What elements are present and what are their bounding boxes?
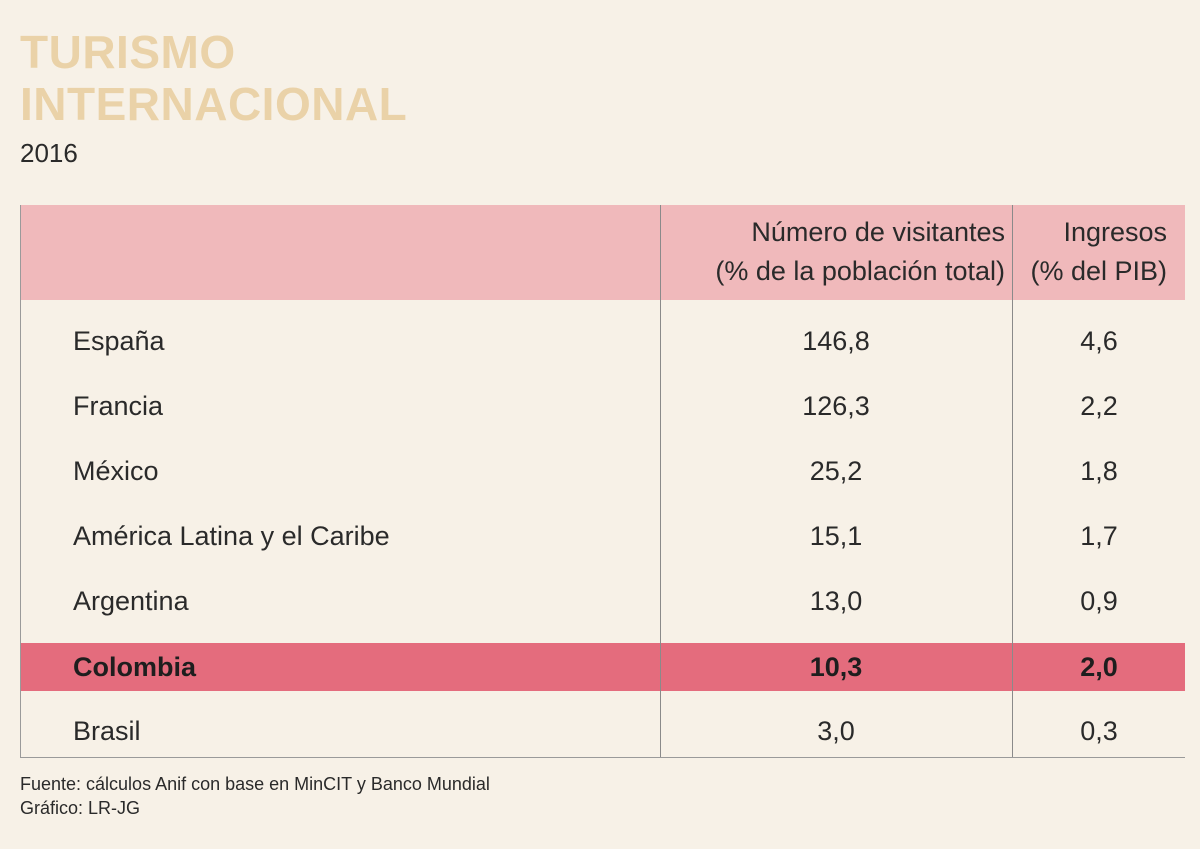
header-ingresos-title: Ingresos — [1063, 217, 1167, 247]
row-country: Brasil — [73, 715, 141, 746]
row-ingresos-value: 0,9 — [1080, 585, 1118, 616]
chart-title: TURISMO INTERNACIONAL — [20, 26, 407, 130]
row-visitantes-value: 25,2 — [809, 455, 863, 486]
title-line-1: TURISMO — [20, 26, 236, 78]
table-row: México 25,2 1,8 — [21, 445, 1185, 497]
row-country: México — [73, 455, 159, 486]
row-visitantes-value: 10,3 — [809, 651, 863, 682]
row-country: España — [73, 325, 165, 356]
row-ingresos-value: 1,8 — [1080, 455, 1118, 486]
table-row: América Latina y el Caribe 15,1 1,7 — [21, 510, 1185, 562]
table-header: Número de visitantes (% de la población … — [21, 205, 1185, 300]
header-ingresos: Ingresos (% del PIB) — [1017, 213, 1167, 291]
table-row: España 146,8 4,6 — [21, 315, 1185, 367]
row-visitantes-value: 3,0 — [817, 715, 855, 746]
row-country: América Latina y el Caribe — [73, 520, 390, 551]
column-divider-2 — [1012, 205, 1013, 757]
chart-subtitle: 2016 — [20, 138, 78, 168]
row-visitantes-value: 13,0 — [809, 585, 863, 616]
table-row: Francia 126,3 2,2 — [21, 380, 1185, 432]
data-table: Número de visitantes (% de la población … — [20, 205, 1185, 758]
table-row: Colombia 10,3 2,0 — [21, 643, 1185, 691]
source-line: Fuente: cálculos Anif con base en MinCIT… — [20, 774, 490, 794]
table-row: Argentina 13,0 0,9 — [21, 575, 1185, 627]
row-country: Argentina — [73, 585, 189, 616]
credit-line: Gráfico: LR-JG — [20, 798, 141, 818]
column-divider-1 — [660, 205, 661, 757]
row-ingresos-value: 1,7 — [1080, 520, 1118, 551]
row-country: Colombia — [73, 651, 197, 682]
row-ingresos-value: 2,2 — [1080, 390, 1118, 421]
table-row: Brasil 3,0 0,3 — [21, 705, 1185, 757]
row-country: Francia — [73, 390, 164, 421]
source-note: Fuente: cálculos Anif con base en MinCIT… — [20, 772, 490, 820]
header-visitantes: Número de visitantes (% de la población … — [669, 213, 1005, 291]
header-visitantes-unit: (% de la población total) — [715, 256, 1005, 286]
row-ingresos-value: 2,0 — [1080, 651, 1118, 682]
title-line-2: INTERNACIONAL — [20, 78, 408, 130]
row-ingresos-value: 4,6 — [1080, 325, 1118, 356]
row-visitantes-value: 126,3 — [802, 390, 870, 421]
header-ingresos-unit: (% del PIB) — [1030, 256, 1167, 286]
row-ingresos-value: 0,3 — [1080, 715, 1118, 746]
row-visitantes-value: 146,8 — [802, 325, 870, 356]
row-visitantes-value: 15,1 — [809, 520, 863, 551]
header-visitantes-title: Número de visitantes — [751, 217, 1005, 247]
